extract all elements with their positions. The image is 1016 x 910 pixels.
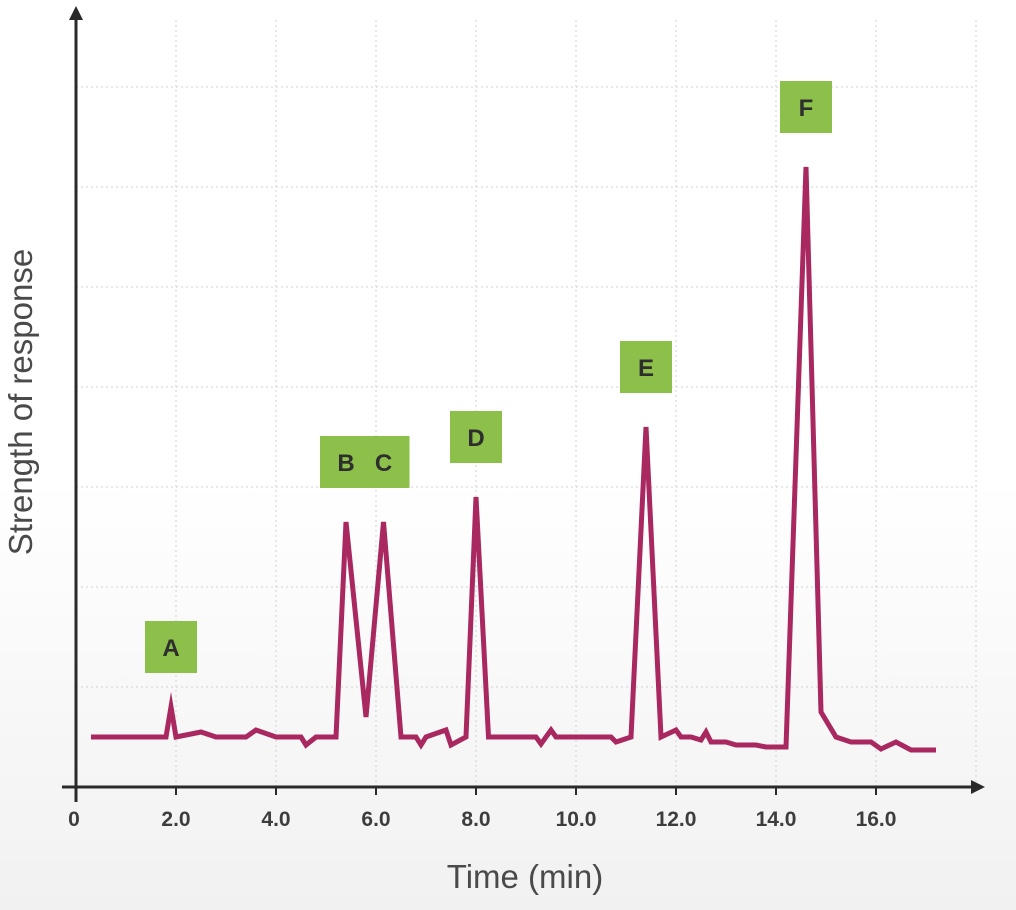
peak-label-text: F xyxy=(799,95,814,122)
series-layer xyxy=(91,166,936,753)
peak-label-text: D xyxy=(467,425,484,452)
x-axis-arrow xyxy=(971,780,985,794)
peak-label-text: C xyxy=(375,450,392,477)
x-axis-title: Time (min) xyxy=(447,858,603,895)
peak-label-box xyxy=(620,341,672,393)
x-tick-label: 10.0 xyxy=(556,808,597,831)
peak-label-box xyxy=(450,411,502,463)
peak-label-text: A xyxy=(162,635,179,662)
peak-label-text: E xyxy=(638,355,654,382)
peak-label-box xyxy=(145,621,197,673)
axes xyxy=(62,6,985,802)
peak-labels: A B C D E F xyxy=(145,81,832,673)
x-tick-label-origin: 0 xyxy=(68,808,80,831)
peak-label-box xyxy=(357,436,410,488)
series-line xyxy=(91,166,936,753)
grid-layer xyxy=(76,18,977,787)
x-tick-labels: 0 2.0 4.0 6.0 8.0 10.0 12.0 14.0 16.0 xyxy=(68,808,896,831)
x-tick-label: 16.0 xyxy=(856,808,897,831)
x-tick-label: 4.0 xyxy=(261,808,290,831)
x-tick-label: 14.0 xyxy=(756,808,797,831)
y-axis-arrow xyxy=(69,6,83,20)
x-tick-label: 6.0 xyxy=(361,808,390,831)
y-axis-title: Strength of response xyxy=(2,249,39,555)
x-tick-label: 2.0 xyxy=(161,808,190,831)
x-tick-label: 8.0 xyxy=(461,808,490,831)
peak-label-text: B xyxy=(337,450,354,477)
x-tick-label: 12.0 xyxy=(656,808,697,831)
peak-label-box xyxy=(780,81,832,133)
